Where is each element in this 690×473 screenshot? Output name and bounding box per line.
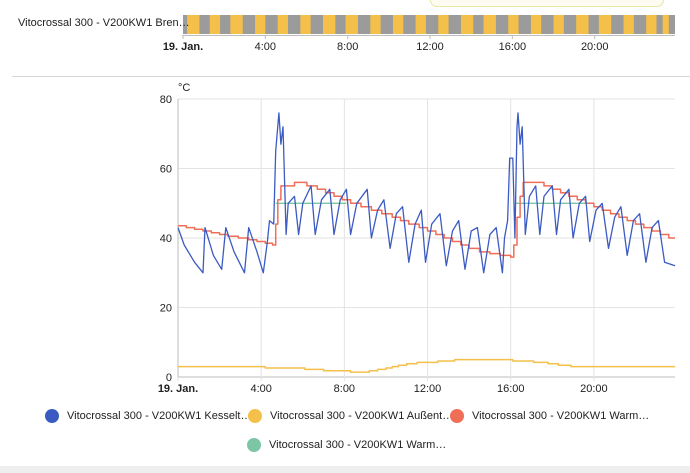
temperature-chart-plot: 0 20 40 60 80 19. Jan. 4:00 8:00 12:00 16:00 20:00… (158, 82, 676, 395)
legend-label-aussen: Vitocrossal 300 - V200KW1 Außent… (270, 410, 454, 422)
series-0-line (177, 112, 676, 274)
timeline-tick-label-4: 16:00 (499, 41, 527, 53)
timeline-on-period-21 (662, 15, 669, 34)
burner-status-timeline: Vitocrossal 300 - V200KW1 Bren… 19. Jan.… (0, 0, 690, 62)
timeline-on-period-20 (646, 15, 657, 34)
legend-dot-kessel (45, 409, 59, 423)
timeline-on-period-12 (460, 15, 474, 34)
series-2-line (178, 181, 675, 258)
timeline-on-period-4 (277, 15, 288, 34)
timeline-on-period-2 (230, 15, 243, 34)
timeline-tick-label-2: 8:00 (337, 41, 358, 53)
x-tick-label-4: 16:00 (497, 383, 525, 395)
timeline-on-period-8 (370, 15, 381, 34)
timeline-on-period-18 (598, 15, 612, 34)
timeline-on-period-0 (187, 15, 200, 34)
timeline-on-period-5 (300, 15, 311, 34)
y-axis-unit-label: °C (178, 82, 190, 94)
timeline-tick-label-1: 4:00 (255, 41, 276, 53)
timeline-on-period-1 (209, 15, 221, 34)
legend-label-warm2: Vitocrossal 300 - V200KW1 Warm… (269, 439, 447, 451)
legend-item-aussen[interactable]: Vitocrossal 300 - V200KW1 Außent… (248, 407, 453, 425)
y-tick-label-2: 40 (160, 233, 172, 245)
section-divider (12, 76, 690, 77)
legend-label-kessel: Vitocrossal 300 - V200KW1 Kesselt… (67, 410, 252, 422)
legend-dot-warm1 (450, 409, 464, 423)
bottom-edge (0, 466, 690, 473)
chart-legend: Vitocrossal 300 - V200KW1 Kesselt… Vitoc… (0, 404, 690, 464)
timeline-on-period-13 (483, 15, 496, 34)
timeline-on-period-14 (508, 15, 519, 34)
burner-status-strip: 19. Jan. 4:00 8:00 12:00 16:00 20:00 (163, 15, 675, 53)
x-tick-label-5: 20:00 (580, 383, 608, 395)
timeline-on-period-9 (392, 15, 404, 34)
timeline-on-period-6 (322, 15, 336, 34)
timeline-on-period-10 (415, 15, 426, 34)
y-tick-label-0: 0 (166, 372, 172, 384)
timeline-on-period-17 (576, 15, 589, 34)
timeline-on-period-11 (438, 15, 449, 34)
temperature-chart: 0 20 40 60 80 19. Jan. 4:00 8:00 12:00 16:00 20:00… (0, 78, 690, 408)
y-tick-label-1: 20 (160, 303, 172, 315)
legend-item-warm2[interactable]: Vitocrossal 300 - V200KW1 Warm… (247, 436, 446, 454)
legend-dot-warm2 (247, 438, 261, 452)
series-1-line (178, 358, 675, 373)
timeline-on-period-7 (345, 15, 358, 34)
legend-item-warm1[interactable]: Vitocrossal 300 - V200KW1 Warm… (450, 407, 649, 425)
x-tick-label-1: 4:00 (250, 383, 271, 395)
timeline-tick-label-3: 12:00 (416, 41, 444, 53)
legend-item-kessel[interactable]: Vitocrossal 300 - V200KW1 Kesselt… (45, 407, 251, 425)
legend-label-warm1: Vitocrossal 300 - V200KW1 Warm… (472, 410, 650, 422)
x-tick-label-3: 12:00 (414, 383, 442, 395)
timeline-tick-label-0: 19. Jan. (163, 41, 203, 53)
y-tick-label-3: 60 (160, 164, 172, 176)
x-tick-label-2: 8:00 (334, 383, 355, 395)
legend-dot-aussen (248, 409, 262, 423)
timeline-tick-label-5: 20:00 (581, 41, 609, 53)
x-tick-label-0: 19. Jan. (158, 383, 198, 395)
timeline-on-period-3 (255, 15, 266, 34)
timeline-on-period-15 (530, 15, 542, 34)
y-tick-label-4: 80 (160, 94, 172, 106)
burner-status-label: Vitocrossal 300 - V200KW1 Bren… (18, 17, 190, 29)
card-edge (430, 0, 664, 7)
timeline-on-period-16 (553, 15, 564, 34)
timeline-on-period-19 (623, 15, 634, 34)
